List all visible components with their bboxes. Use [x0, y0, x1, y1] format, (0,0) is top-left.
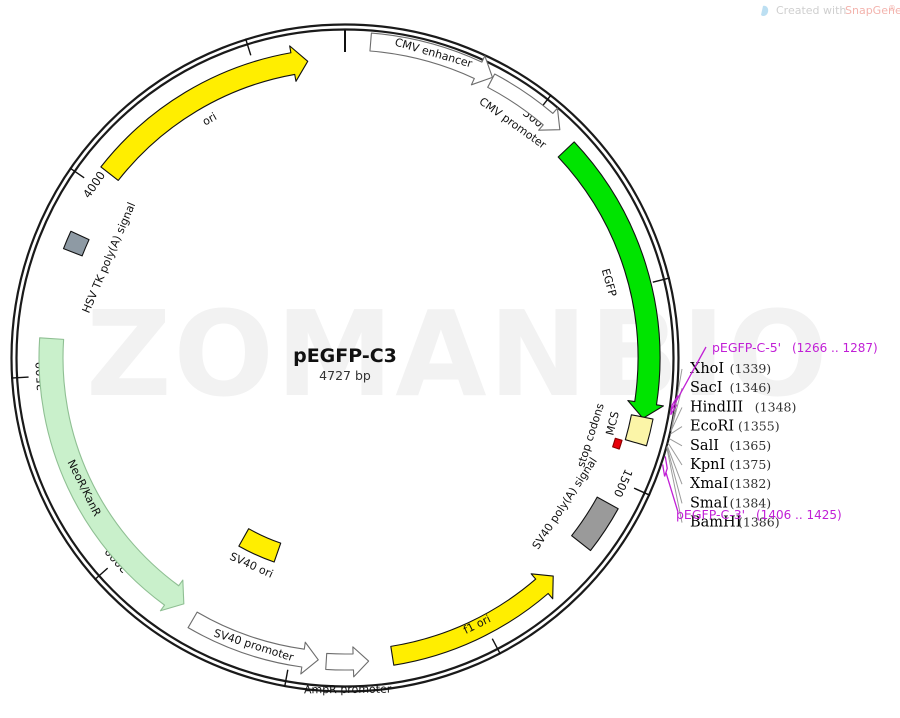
restriction-site-position: (1365) [730, 438, 772, 453]
feature-label: ori [200, 110, 219, 128]
leader-line [669, 426, 683, 435]
restriction-site-row[interactable]: SalI (1365) [668, 438, 772, 454]
primer-bracket [661, 456, 668, 477]
page-title: pEGFP-C3 [293, 345, 397, 367]
feature-shape[interactable] [62, 230, 90, 257]
restriction-site-name: SacI [690, 380, 722, 396]
tick-mark [69, 167, 85, 179]
tick-mark [491, 638, 502, 655]
primer-pegfp-c-3[interactable]: pEGFP-C-3' (1406 .. 1425) [661, 456, 842, 522]
feature-label: MCS [603, 410, 621, 437]
restriction-site-position: (1348) [755, 399, 797, 414]
restriction-site-position: (1384) [730, 495, 772, 510]
primer-leader [670, 346, 707, 411]
feature-cmv-enhancer[interactable] [369, 32, 494, 86]
tick-mark [283, 669, 289, 688]
restriction-site-row[interactable]: EcoRI (1355) [669, 419, 780, 435]
snapgene-logo-icon [761, 5, 769, 17]
leader-line [666, 446, 683, 504]
restriction-site-row[interactable]: HindIII (1348) [670, 399, 797, 432]
tick-mark [633, 487, 651, 496]
restriction-site-name: HindIII [690, 399, 743, 415]
restriction-site-name: SmaI [690, 495, 728, 511]
restriction-site-row[interactable]: KpnI (1375) [667, 442, 772, 473]
branding-prefix: Created with [776, 4, 846, 17]
primer-bracket [670, 395, 679, 416]
branding-brand: SnapGene [845, 4, 900, 17]
restriction-site-name: SalI [690, 438, 719, 454]
tick-mark [11, 376, 29, 379]
restriction-site-name: EcoRI [690, 419, 734, 435]
restriction-site-name: XhoI [690, 361, 724, 377]
restriction-site-name: KpnI [690, 457, 725, 473]
feature-shape[interactable] [624, 414, 654, 447]
restriction-site-row[interactable]: SacI (1346) [670, 380, 772, 431]
primer-name: pEGFP-C-5' [712, 340, 781, 355]
feature-shape[interactable] [325, 646, 370, 678]
feature-ori[interactable] [100, 45, 309, 182]
leader-line [670, 407, 683, 432]
tick-mark [652, 277, 670, 283]
feature-f1-ori[interactable] [390, 573, 554, 666]
leader-line [668, 438, 683, 447]
feature-ampr-promoter[interactable] [325, 646, 370, 678]
feature-shape[interactable] [38, 337, 185, 612]
restriction-site-position: (1382) [730, 476, 772, 491]
restriction-site-position: (1339) [730, 361, 772, 376]
feature-stop-codons[interactable] [612, 437, 623, 450]
restriction-site-row[interactable]: SmaI (1384) [666, 446, 772, 512]
tick-mark [94, 567, 109, 581]
feature-cmv-promoter[interactable] [487, 73, 561, 131]
primer-leader [665, 472, 679, 513]
feature-shape[interactable] [369, 32, 494, 86]
restriction-site-name: XmaI [690, 476, 728, 492]
feature-shape[interactable] [612, 437, 623, 450]
feature-sv40-promoter[interactable] [187, 611, 319, 675]
restriction-site-name: BamHI [690, 515, 741, 531]
restriction-site-position: (1386) [738, 515, 780, 530]
primer-name: pEGFP-C-3' [676, 507, 745, 522]
feature-hsv-tk-poly-a-signal[interactable] [62, 230, 90, 257]
feature-mcs[interactable] [624, 414, 654, 447]
restriction-site-position: (1346) [730, 380, 772, 395]
feature-label: AmpR promoter [304, 683, 392, 697]
feature-shape[interactable] [487, 73, 561, 131]
leader-line [666, 445, 683, 485]
watermark-text: ZOMANBIO [86, 285, 830, 423]
backbone-outer-circle [10, 23, 680, 693]
leader-line [666, 447, 683, 523]
feature-shape[interactable] [390, 573, 554, 666]
primer-pegfp-c-5[interactable]: pEGFP-C-5' (1266 .. 1287) [670, 340, 878, 416]
primer-position: (1266 .. 1287) [792, 341, 878, 355]
primer-position: (1406 .. 1425) [756, 508, 842, 522]
branding-registered-icon: ® [888, 4, 896, 13]
restriction-site-row[interactable]: XmaI (1382) [666, 445, 772, 492]
feature-shape[interactable] [571, 496, 619, 552]
leader-line [667, 442, 683, 466]
feature-shape[interactable] [238, 528, 282, 563]
restriction-site-position: (1375) [730, 457, 772, 472]
plasmid-size-label: 4727 bp [319, 368, 371, 383]
backbone-inner-circle [15, 28, 675, 688]
feature-sv40-poly-a-signal[interactable] [571, 496, 619, 552]
feature-shape[interactable] [187, 611, 319, 675]
restriction-site-position: (1355) [738, 419, 780, 434]
restriction-site-row[interactable]: BamHI(1386) [666, 447, 780, 531]
feature-shape[interactable] [100, 45, 309, 182]
feature-neor-kanr[interactable] [38, 337, 185, 612]
tick-mark [244, 38, 252, 56]
feature-sv40-ori[interactable] [238, 528, 282, 563]
